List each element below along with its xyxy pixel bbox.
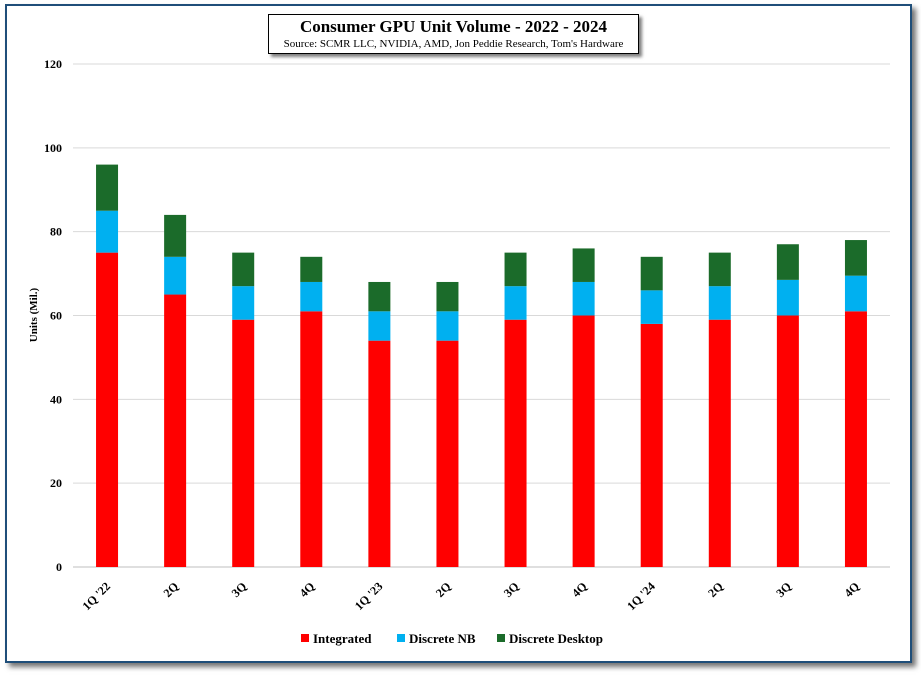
x-tick-label: 4Q bbox=[297, 579, 318, 600]
bar-segment-integrated bbox=[96, 252, 119, 567]
bar-segment-discrete-nb bbox=[776, 279, 799, 316]
chart-title-box: Consumer GPU Unit Volume - 2022 - 2024 S… bbox=[268, 14, 639, 54]
bar-segment-discrete-desktop bbox=[232, 252, 255, 287]
legend-label: Discrete NB bbox=[409, 631, 476, 646]
x-tick-label: 4Q bbox=[569, 579, 590, 600]
y-axis-ticks: 0 20 40 60 80 100 120 bbox=[44, 57, 62, 574]
x-tick-label: 3Q bbox=[229, 579, 250, 600]
y-tick-label: 120 bbox=[44, 57, 62, 71]
x-tick-label: 2Q bbox=[433, 579, 454, 600]
bar-segment-integrated bbox=[776, 315, 799, 567]
legend-swatch bbox=[301, 634, 309, 642]
x-tick-label: 3Q bbox=[501, 579, 522, 600]
bar-segment-discrete-nb bbox=[504, 286, 527, 320]
bar-segment-integrated bbox=[844, 311, 867, 567]
bar-segment-discrete-nb bbox=[640, 290, 663, 324]
y-axis-label: Units (Mil.) bbox=[28, 287, 40, 342]
bar-segment-discrete-desktop bbox=[504, 252, 527, 287]
chart-title: Consumer GPU Unit Volume - 2022 - 2024 bbox=[299, 17, 608, 36]
x-tick-label: 2Q bbox=[705, 579, 726, 600]
bar-segment-discrete-nb bbox=[96, 210, 119, 253]
bar-segment-discrete-desktop bbox=[436, 281, 459, 312]
legend: Integrated Discrete NB Discrete Desktop bbox=[301, 631, 603, 646]
bar-segment-discrete-desktop bbox=[572, 248, 595, 282]
x-tick-label: 2Q bbox=[160, 579, 181, 600]
x-axis-ticks: 1Q '22 2Q 3Q 4Q 1Q '23 2Q 3Q 4Q 1Q '24 2Q 3Q 4Q bbox=[79, 579, 862, 613]
legend-swatch bbox=[397, 634, 405, 642]
bar-segment-integrated bbox=[164, 294, 187, 567]
bar-segment-integrated bbox=[572, 315, 595, 567]
bar-segment-discrete-desktop bbox=[300, 256, 323, 282]
bar-segment-integrated bbox=[708, 319, 731, 567]
y-tick-label: 80 bbox=[50, 225, 62, 239]
legend-swatch bbox=[497, 634, 505, 642]
y-tick-label: 40 bbox=[50, 392, 62, 406]
bar-segment-discrete-nb bbox=[844, 275, 867, 312]
x-tick-label: 3Q bbox=[773, 579, 794, 600]
bar-segment-discrete-nb bbox=[232, 286, 255, 320]
y-tick-label: 0 bbox=[56, 560, 62, 574]
x-tick-label: 4Q bbox=[841, 579, 862, 600]
bar-segment-discrete-nb bbox=[572, 281, 595, 316]
bar-segment-integrated bbox=[504, 319, 527, 567]
bar-segment-integrated bbox=[300, 311, 323, 567]
bar-segment-discrete-desktop bbox=[96, 164, 119, 211]
bar-segment-discrete-nb bbox=[368, 311, 391, 341]
bar-segment-discrete-desktop bbox=[368, 281, 391, 312]
bar-segment-discrete-nb bbox=[436, 311, 459, 341]
x-tick-label: 1Q '24 bbox=[624, 579, 658, 613]
x-tick-label: 1Q '23 bbox=[352, 579, 386, 613]
y-tick-label: 60 bbox=[50, 309, 62, 323]
x-tick-label: 1Q '22 bbox=[79, 579, 113, 613]
bar-segment-integrated bbox=[436, 340, 459, 567]
bar-segment-discrete-desktop bbox=[164, 214, 187, 257]
bar-segment-integrated bbox=[232, 319, 255, 567]
bar-segment-discrete-nb bbox=[300, 281, 323, 312]
y-tick-label: 20 bbox=[50, 476, 62, 490]
bar-segment-discrete-desktop bbox=[844, 240, 867, 276]
chart-subtitle: Source: SCMR LLC, NVIDIA, AMD, Jon Peddi… bbox=[283, 38, 624, 50]
bar-segment-discrete-desktop bbox=[708, 252, 731, 287]
bar-segment-discrete-desktop bbox=[776, 244, 799, 280]
chart-frame bbox=[5, 4, 912, 663]
bar-segment-integrated bbox=[368, 340, 391, 567]
bar-segment-discrete-desktop bbox=[640, 256, 663, 291]
y-tick-label: 100 bbox=[44, 141, 62, 155]
gridlines bbox=[73, 63, 890, 568]
bars bbox=[96, 164, 867, 567]
bar-segment-discrete-nb bbox=[164, 256, 187, 295]
bar-segment-discrete-nb bbox=[708, 286, 731, 320]
bar-segment-integrated bbox=[640, 323, 663, 567]
legend-label: Discrete Desktop bbox=[509, 631, 603, 646]
legend-label: Integrated bbox=[313, 631, 372, 646]
